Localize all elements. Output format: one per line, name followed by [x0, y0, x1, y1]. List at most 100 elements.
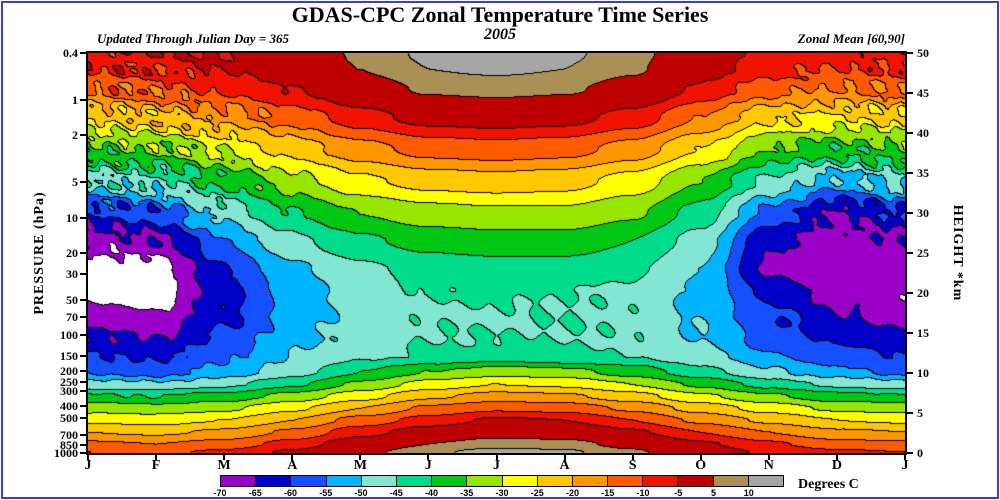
updated-note: Updated Through Julian Day = 365: [97, 31, 289, 46]
colorbar-tick-label: -20: [565, 488, 580, 498]
colorbar-tick-label: -55: [319, 488, 333, 498]
month-tick: [563, 455, 566, 460]
pressure-tick: [80, 52, 86, 54]
height-tick: [907, 372, 913, 374]
pressure-tick-label: 100: [60, 328, 78, 343]
colorbar-tick-label: 10: [743, 488, 754, 498]
colorbar-tick-label: -60: [283, 488, 298, 498]
month-label: J: [424, 458, 432, 473]
height-tick: [907, 412, 913, 414]
colorbar-tick-label: -25: [530, 488, 544, 498]
pressure-tick-label: 700: [60, 427, 78, 442]
height-tick-label: 40: [917, 126, 929, 140]
month-label: M: [353, 458, 367, 473]
colorbar-box: [220, 475, 257, 487]
pressure-tick: [80, 404, 86, 407]
colorbar-tick-label: -35: [460, 488, 474, 498]
pressure-tick: [80, 252, 86, 254]
colorbar-box: [501, 475, 538, 487]
month-tick: [155, 455, 158, 460]
height-tick-label: 15: [917, 326, 929, 340]
colorbar-tick-label: -5: [674, 488, 683, 498]
month-label: J: [84, 458, 92, 473]
pressure-tick-label: 10: [66, 210, 78, 225]
month-label: J: [901, 458, 909, 473]
colorbar-tick-label: 5: [710, 488, 717, 498]
month-label: M: [217, 458, 231, 473]
pressure-tick-label: 5: [72, 174, 78, 189]
colorbar: [220, 475, 784, 487]
colorbar-box: [536, 475, 573, 487]
month-tick: [631, 455, 634, 460]
height-tick: [907, 132, 913, 134]
colorbar-box: [466, 475, 503, 487]
pressure-tick-label: 400: [60, 398, 78, 413]
month-tick: [835, 455, 838, 460]
contour-plot-area: 0.4 1 2 5 10 20 30 50 70 100 150 200 250 300 400 500 700…: [54, 47, 929, 473]
pressure-tick: [80, 390, 86, 393]
pressure-tick-label: 50: [66, 293, 78, 308]
colorbar-box: [712, 475, 749, 487]
colorbar-box: [571, 475, 609, 487]
pressure-tick-label: 850: [60, 438, 78, 452]
height-tick: [907, 52, 913, 54]
pressure-tick-label: 70: [66, 310, 78, 324]
chart-year-subtitle: 2005: [484, 26, 516, 43]
pressure-tick-label: 2: [72, 128, 78, 143]
height-tick: [907, 172, 913, 174]
month-label: F: [151, 458, 161, 473]
pressure-tick: [80, 444, 86, 446]
colorbar-box: [360, 475, 397, 487]
pressure-tick-label: 250: [60, 374, 78, 389]
height-tick-label: 10: [917, 366, 929, 380]
colorbar-box: [395, 475, 433, 487]
month-tick: [495, 455, 498, 460]
month-label: S: [628, 458, 637, 473]
pressure-tick: [80, 380, 86, 383]
height-tick: [907, 452, 913, 454]
colorbar-tick-label: -65: [248, 488, 262, 498]
colorbar-tick-label: -45: [389, 488, 403, 498]
height-tick: [907, 332, 913, 334]
zonal-mean-note: Zonal Mean [60,90]: [797, 31, 905, 46]
month-tick: [223, 455, 226, 460]
month-tick: [904, 455, 906, 460]
pressure-tick-label: 1000: [54, 446, 78, 460]
colorbar-box: [290, 475, 327, 487]
month-label: O: [695, 458, 707, 473]
pressure-tick: [80, 99, 86, 102]
pressure-tick: [80, 355, 86, 358]
pressure-tick-label: 1: [72, 93, 78, 108]
height-tick-label: 50: [917, 46, 929, 60]
pressure-tick-label: 150: [60, 349, 78, 364]
height-tick: [907, 92, 913, 94]
pressure-tick: [80, 334, 86, 337]
height-tick: [907, 212, 913, 214]
pressure-tick-label: 0.4: [63, 46, 78, 60]
height-tick: [907, 292, 913, 294]
pressure-tick-label: 20: [66, 246, 78, 260]
colorbar-box: [431, 475, 468, 487]
pressure-tick: [80, 452, 86, 454]
pressure-tick: [80, 272, 86, 275]
month-tick: [699, 455, 702, 460]
pressure-tick: [80, 416, 86, 419]
height-tick-label: 30: [917, 206, 929, 220]
pressure-tick-label: 500: [60, 410, 78, 425]
colorbar-tick-label: -50: [354, 488, 368, 498]
colorbar-box: [325, 475, 362, 487]
month-label: D: [831, 458, 842, 473]
pressure-tick: [80, 216, 86, 219]
colorbar-labels: -70 -65 -60 -55 -50 -45 -40 -35 -30 -25 -20 -15 -10-…: [213, 488, 784, 498]
height-tick-label: 20: [917, 286, 929, 300]
month-label: A: [287, 458, 298, 473]
height-tick-label: 0: [917, 446, 923, 460]
pressure-tick: [80, 134, 86, 137]
month-label: N: [763, 458, 774, 473]
height-tick-label: 35: [917, 166, 929, 180]
contour-plot-canvas: [88, 53, 905, 453]
colorbar-units-label: Degrees C: [798, 477, 859, 492]
pressure-tick-label: 200: [60, 363, 78, 378]
pressure-tick-label: 300: [60, 384, 78, 399]
pressure-tick: [80, 180, 86, 183]
